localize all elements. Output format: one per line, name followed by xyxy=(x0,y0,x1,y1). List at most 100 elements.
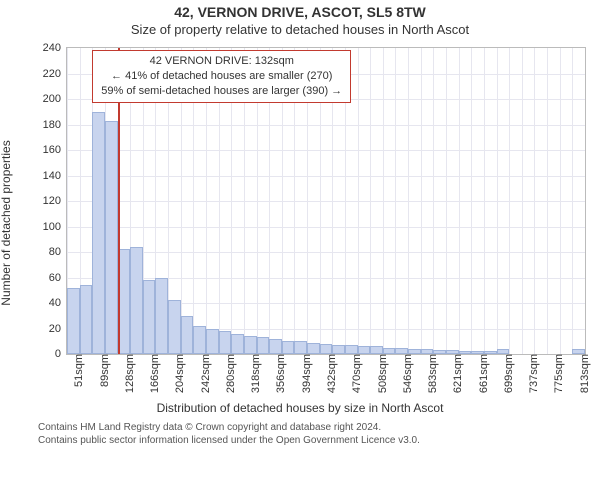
y-axis-label: Number of detached properties xyxy=(0,140,13,305)
x-tick-label: 699sqm xyxy=(499,354,515,393)
grid-horizontal xyxy=(67,252,585,253)
histogram-bar xyxy=(92,112,105,354)
grid-horizontal xyxy=(67,201,585,202)
x-tick-label: 204sqm xyxy=(170,354,186,393)
x-tick-label: 737sqm xyxy=(524,354,540,393)
grid-vertical xyxy=(421,48,422,354)
plot-area: 02040608010012014016018020022024051sqm89… xyxy=(66,47,586,355)
footer-line: Contains public sector information licen… xyxy=(38,434,588,447)
x-tick-label: 583sqm xyxy=(423,354,439,393)
annotation-line: 59% of semi-detached houses are larger (… xyxy=(101,84,342,99)
page-subtitle: Size of property relative to detached ho… xyxy=(0,22,600,37)
attribution-footer: Contains HM Land Registry data © Crown c… xyxy=(38,421,588,447)
marker-annotation: 42 VERNON DRIVE: 132sqm ← 41% of detache… xyxy=(92,50,351,103)
grid-vertical xyxy=(446,48,447,354)
annotation-line: ← 41% of detached houses are smaller (27… xyxy=(101,69,342,84)
grid-vertical xyxy=(408,48,409,354)
grid-horizontal xyxy=(67,176,585,177)
x-axis-label: Distribution of detached houses by size … xyxy=(0,401,600,415)
histogram-bar xyxy=(219,331,232,354)
y-tick-label: 100 xyxy=(43,221,67,233)
page-title: 42, VERNON DRIVE, ASCOT, SL5 8TW xyxy=(0,4,600,20)
histogram-bar xyxy=(269,339,282,354)
histogram-bar xyxy=(257,337,270,354)
grid-vertical xyxy=(395,48,396,354)
grid-vertical xyxy=(383,48,384,354)
histogram-bar xyxy=(130,247,143,354)
grid-horizontal xyxy=(67,278,585,279)
x-tick-label: 356sqm xyxy=(271,354,287,393)
grid-vertical xyxy=(497,48,498,354)
x-tick-label: 242sqm xyxy=(196,354,212,393)
histogram-bar xyxy=(168,300,181,354)
x-tick-label: 51sqm xyxy=(69,354,85,387)
histogram-bar xyxy=(358,346,371,354)
histogram-bar xyxy=(307,343,320,354)
y-tick-label: 220 xyxy=(43,68,67,80)
histogram-bar xyxy=(282,341,295,354)
grid-vertical xyxy=(370,48,371,354)
footer-line: Contains HM Land Registry data © Crown c… xyxy=(38,421,588,434)
grid-vertical xyxy=(471,48,472,354)
histogram-bar xyxy=(143,280,156,354)
histogram-bar xyxy=(345,345,358,354)
chart-container: Number of detached properties 0204060801… xyxy=(30,43,590,403)
y-tick-label: 120 xyxy=(43,195,67,207)
histogram-bar xyxy=(181,316,194,354)
histogram-bar xyxy=(231,334,244,354)
x-tick-label: 318sqm xyxy=(246,354,262,393)
grid-vertical xyxy=(547,48,548,354)
x-tick-label: 813sqm xyxy=(575,354,591,393)
histogram-bar xyxy=(459,351,472,354)
y-tick-label: 160 xyxy=(43,144,67,156)
y-tick-label: 240 xyxy=(43,42,67,54)
histogram-bar xyxy=(206,329,219,355)
x-tick-label: 508sqm xyxy=(373,354,389,393)
x-tick-label: 775sqm xyxy=(549,354,565,393)
x-tick-label: 166sqm xyxy=(145,354,161,393)
y-tick-label: 80 xyxy=(49,246,67,258)
histogram-bar xyxy=(320,344,333,354)
histogram-bar xyxy=(332,345,345,354)
x-tick-label: 128sqm xyxy=(120,354,136,393)
y-tick-label: 0 xyxy=(55,348,67,360)
histogram-bar xyxy=(155,278,168,355)
grid-vertical xyxy=(484,48,485,354)
x-tick-label: 470sqm xyxy=(347,354,363,393)
grid-vertical xyxy=(534,48,535,354)
histogram-bar xyxy=(294,341,307,354)
x-tick-label: 621sqm xyxy=(448,354,464,393)
grid-vertical xyxy=(509,48,510,354)
annotation-line: 42 VERNON DRIVE: 132sqm xyxy=(101,54,342,69)
histogram-bar xyxy=(484,351,497,354)
x-tick-label: 546sqm xyxy=(398,354,414,393)
histogram-bar xyxy=(67,288,80,354)
y-tick-label: 180 xyxy=(43,119,67,131)
histogram-bar xyxy=(80,285,93,354)
y-tick-label: 60 xyxy=(49,272,67,284)
grid-vertical xyxy=(358,48,359,354)
y-tick-label: 40 xyxy=(49,297,67,309)
histogram-bar xyxy=(383,348,396,354)
y-tick-label: 140 xyxy=(43,170,67,182)
histogram-bar xyxy=(244,336,257,354)
histogram-bar xyxy=(433,350,446,354)
x-tick-label: 432sqm xyxy=(322,354,338,393)
x-tick-label: 394sqm xyxy=(297,354,313,393)
grid-horizontal xyxy=(67,150,585,151)
grid-horizontal xyxy=(67,125,585,126)
x-tick-label: 89sqm xyxy=(95,354,111,387)
histogram-bar xyxy=(408,349,421,354)
histogram-bar xyxy=(370,346,383,354)
grid-vertical xyxy=(560,48,561,354)
histogram-bar xyxy=(193,326,206,354)
histogram-bar xyxy=(105,121,118,354)
grid-vertical xyxy=(459,48,460,354)
y-tick-label: 200 xyxy=(43,93,67,105)
grid-vertical xyxy=(433,48,434,354)
x-tick-label: 280sqm xyxy=(221,354,237,393)
grid-vertical xyxy=(522,48,523,354)
x-tick-label: 661sqm xyxy=(474,354,490,393)
grid-vertical xyxy=(572,48,573,354)
y-tick-label: 20 xyxy=(49,323,67,335)
